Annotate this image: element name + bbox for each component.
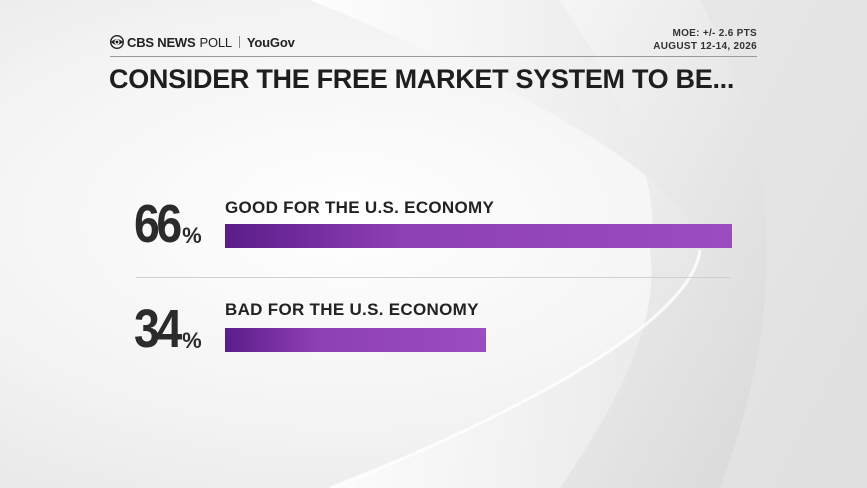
percent-sign-bad: % (182, 328, 202, 353)
brand-divider (238, 36, 240, 48)
value-label-good: 66 % (134, 194, 202, 254)
margin-of-error: MOE: +/- 2.6 PTS (672, 28, 757, 39)
bar-bad (225, 328, 486, 352)
value-label-bad: 34 % (134, 299, 202, 359)
row-separator (136, 277, 731, 278)
percent-sign-good: % (182, 223, 202, 248)
partner-logo: YouGov (246, 34, 295, 50)
category-label-good: GOOD FOR THE U.S. ECONOMY (225, 198, 495, 217)
brand-secondary: POLL (199, 34, 232, 50)
value-number-bad: 34 (134, 299, 182, 359)
poll-meta: MOE: +/- 2.6 PTS AUGUST 12-14, 2026 (653, 27, 757, 53)
value-number-good: 66 (134, 194, 182, 254)
brand-lockup: CBS NEWS POLL YouGov (110, 34, 295, 50)
poll-date: AUGUST 12-14, 2026 (653, 41, 757, 52)
header-rule (110, 56, 757, 57)
cbs-eye-icon (110, 35, 124, 49)
chart-title: CONSIDER THE FREE MARKET SYSTEM TO BE... (109, 64, 735, 94)
bar-good (225, 224, 732, 248)
brand-primary: CBS NEWS (127, 34, 196, 50)
category-label-bad: BAD FOR THE U.S. ECONOMY (225, 300, 479, 319)
